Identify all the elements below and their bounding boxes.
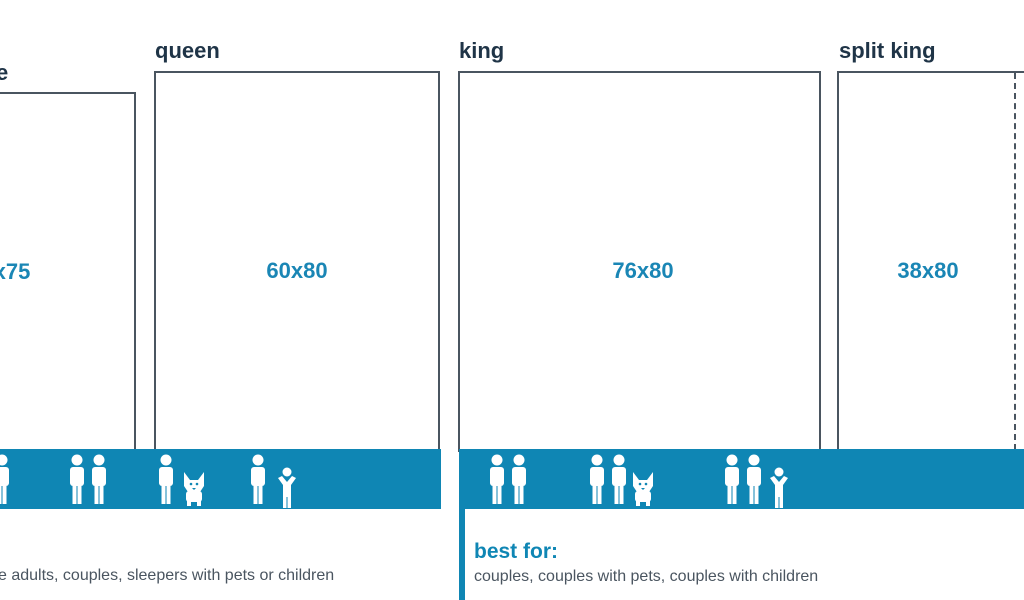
dog-icon — [184, 472, 204, 506]
person-icon — [0, 454, 9, 504]
right-best-for-band — [459, 449, 1024, 509]
person-icon — [747, 454, 761, 504]
single-adult-icon-group — [0, 454, 9, 504]
right-accent-strip — [459, 509, 465, 600]
split-king-bed-outline — [837, 71, 1024, 452]
person-icon — [251, 454, 265, 504]
bed-title-partial: e — [0, 60, 9, 85]
couple-icon-group — [490, 454, 526, 504]
split-king-dimensions: 38x80 — [897, 258, 959, 283]
person-icon — [70, 454, 84, 504]
split-king-title: split king — [839, 38, 936, 63]
king-best-for-description: couples, couples with pets, couples with… — [474, 568, 819, 585]
person-icon — [92, 454, 106, 504]
king-best-for-label: best for: — [474, 540, 558, 563]
left-best-for-description: e adults, couples, sleepers with pets or… — [0, 567, 335, 584]
child-icon — [278, 467, 296, 508]
person-icon — [590, 454, 604, 504]
person-icon — [512, 454, 526, 504]
adult-with-child-icon-group — [251, 454, 296, 508]
king-title: king — [459, 38, 505, 63]
person-icon — [725, 454, 739, 504]
two-adults-icon-group — [70, 454, 106, 504]
dog-icon — [633, 472, 653, 506]
adult-with-pet-icon-group — [159, 454, 204, 506]
king-bed-outline — [458, 71, 821, 452]
person-icon — [490, 454, 504, 504]
queen-bed-outline — [154, 71, 440, 452]
queen-dimensions: 60x80 — [266, 258, 328, 283]
couple-with-pet-icon-group — [590, 454, 653, 506]
bed-partial-dimensions: x75 — [0, 259, 31, 284]
bed-partial-outline — [0, 92, 136, 452]
person-icon — [159, 454, 173, 504]
king-dimensions: 76x80 — [612, 258, 674, 283]
child-icon — [770, 467, 788, 508]
queen-title: queen — [155, 38, 220, 63]
person-icon — [612, 454, 626, 504]
couple-with-child-icon-group — [725, 454, 788, 508]
split-king-divider — [1014, 73, 1016, 450]
